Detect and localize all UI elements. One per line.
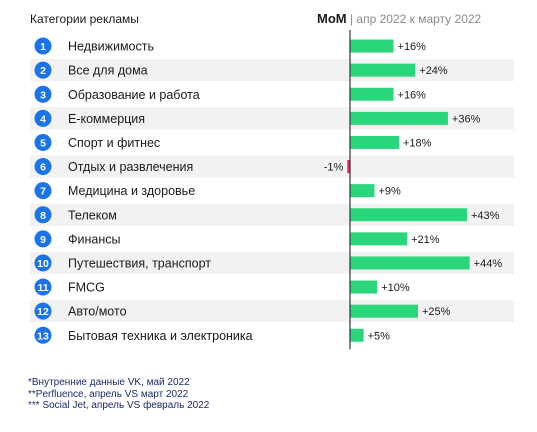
bar xyxy=(350,63,416,77)
bar xyxy=(350,111,448,125)
category-label: Образование и работа xyxy=(68,88,200,102)
bar xyxy=(350,208,467,222)
rank-number: 5 xyxy=(40,137,46,149)
rank-badge xyxy=(34,326,52,344)
value-label: +25% xyxy=(422,306,451,318)
category-label: FMCG xyxy=(68,281,105,295)
category-label: Все для дома xyxy=(68,64,148,78)
category-label: Спорт и фитнес xyxy=(68,136,160,150)
metric-label: MoM xyxy=(317,11,347,26)
rank-number: 8 xyxy=(40,210,46,222)
value-label: +16% xyxy=(398,41,427,53)
rank-badge xyxy=(34,109,52,127)
bar xyxy=(350,304,418,318)
row-stripe xyxy=(30,155,514,178)
category-label: Авто/мото xyxy=(68,305,127,319)
footnotes: *Внутренние данные VK, май 2022 **Perflu… xyxy=(28,377,209,412)
value-label: +16% xyxy=(398,89,427,101)
rank-badge xyxy=(34,278,52,296)
footnote: *Внутренние данные VK, май 2022 xyxy=(28,377,190,388)
value-label: +10% xyxy=(381,282,410,294)
category-label: Телеком xyxy=(68,208,117,222)
rank-badge xyxy=(34,85,52,103)
category-header: Категории рекламы xyxy=(30,12,139,26)
rank-number: 2 xyxy=(40,65,46,77)
bar xyxy=(350,256,470,270)
bar xyxy=(350,135,399,149)
category-label: Медицина и здоровье xyxy=(68,184,195,198)
value-label: +36% xyxy=(452,113,481,125)
value-label: +21% xyxy=(411,234,440,246)
rank-badge xyxy=(34,182,52,200)
category-label: Недвижимость xyxy=(68,40,154,54)
rank-badge xyxy=(34,230,52,248)
rank-number: 10 xyxy=(37,258,49,270)
category-label: Финансы xyxy=(68,232,120,246)
rank-number: 12 xyxy=(37,306,49,318)
rank-number: 3 xyxy=(40,89,46,101)
value-label: +18% xyxy=(403,137,432,149)
period-header: MoM | апр 2022 к марту 2022 xyxy=(317,11,481,26)
category-label: Отдых и развлечения xyxy=(68,160,193,174)
value-label: -1% xyxy=(324,162,344,174)
bar-chart: 1 Недвижимость +16% 2 Все для дома +24% 3 Образ… xyxy=(30,30,514,350)
period-label: апр 2022 к марту 2022 xyxy=(356,12,482,26)
category-label: Путешествия, транспорт xyxy=(68,256,211,270)
value-label: +5% xyxy=(368,330,391,342)
bar xyxy=(350,328,364,342)
category-label: E-коммерция xyxy=(68,112,145,126)
rank-number: 4 xyxy=(40,113,46,125)
value-label: +9% xyxy=(378,186,401,198)
bar xyxy=(347,160,350,174)
rank-number: 6 xyxy=(40,162,46,174)
rank-badge xyxy=(34,206,52,224)
header-separator: | xyxy=(349,12,354,26)
rank-number: 11 xyxy=(37,282,48,294)
bar xyxy=(350,232,408,246)
footnote: *** Social Jet, апрель VS февраль 2022 xyxy=(28,400,210,411)
bar xyxy=(350,87,394,101)
rank-number: 9 xyxy=(40,234,46,246)
value-label: +43% xyxy=(471,210,500,222)
rank-badge xyxy=(34,158,52,176)
category-label: Бытовая техника и электроника xyxy=(68,329,253,343)
footnote: **Perfluence, апрель VS март 2022 xyxy=(28,388,189,400)
rank-number: 1 xyxy=(40,41,46,53)
rank-number: 7 xyxy=(40,186,46,198)
bar xyxy=(350,280,378,294)
rank-badge xyxy=(34,254,52,272)
value-label: +44% xyxy=(474,258,503,270)
rank-badge xyxy=(34,37,52,55)
rank-badge xyxy=(34,133,52,151)
rank-number: 13 xyxy=(37,330,49,342)
bar xyxy=(350,39,394,53)
rank-badge xyxy=(34,302,52,320)
bar xyxy=(350,184,375,198)
rank-badge xyxy=(34,61,52,79)
value-label: +24% xyxy=(419,65,448,77)
